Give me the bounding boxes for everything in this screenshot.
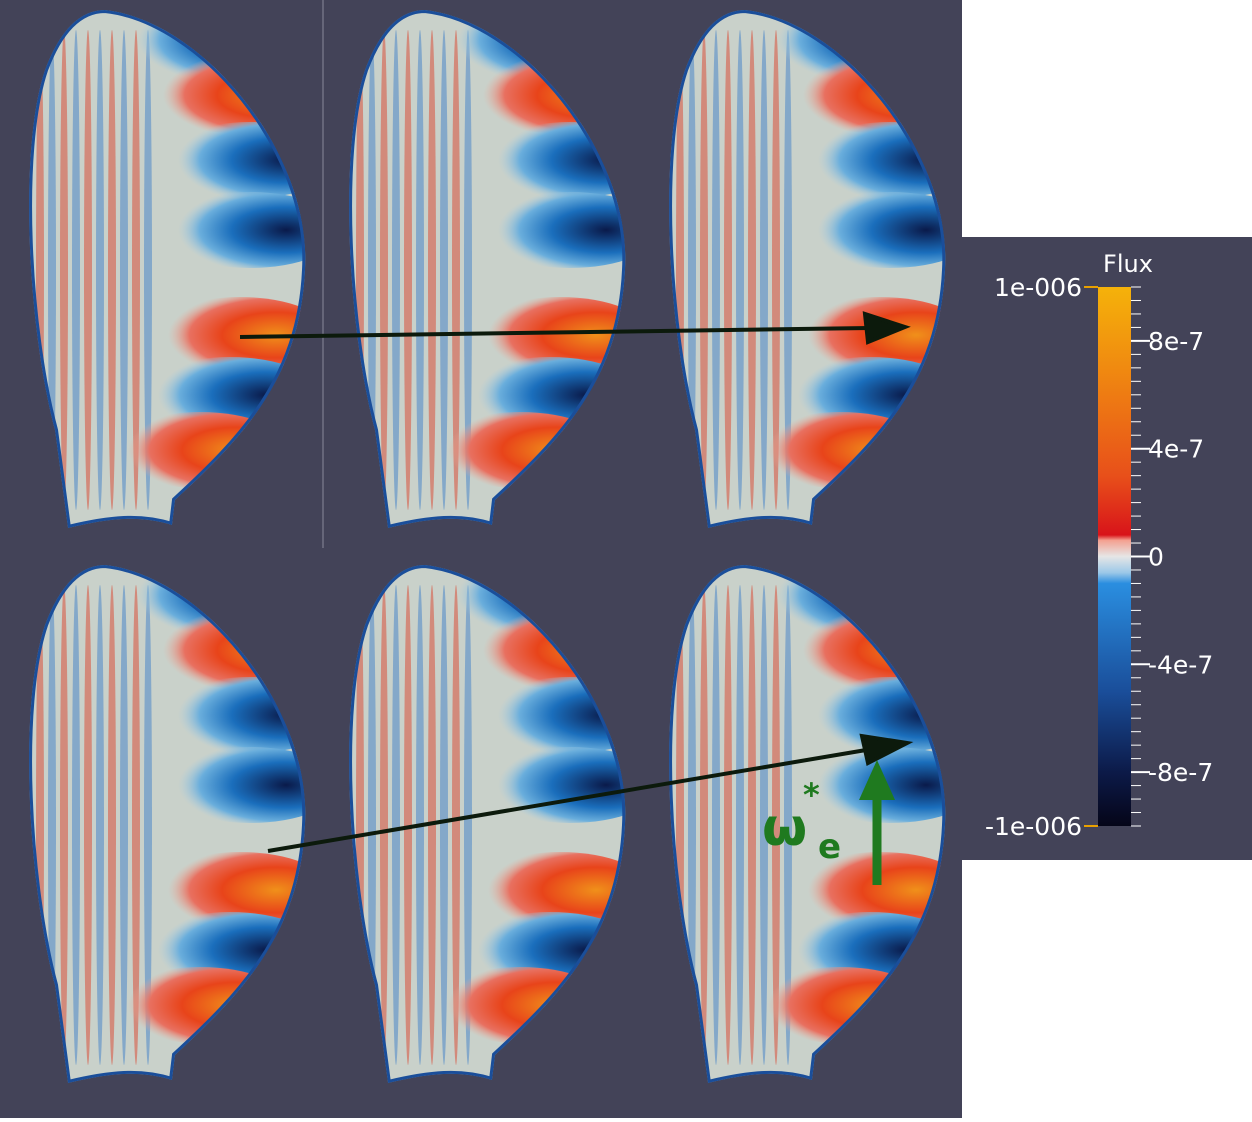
figure: ω * e Flux 1e-006 8e-7 4e-7 0 -4e-7 -8e-7 -1e-… [0, 0, 1252, 1118]
stripe [84, 585, 92, 1065]
stripe [96, 30, 104, 510]
stripe [72, 30, 80, 510]
stripe [60, 30, 68, 510]
stripe [700, 585, 708, 1065]
omega-symbol: ω [762, 798, 807, 858]
stripe [724, 30, 732, 510]
superscript: * [803, 776, 820, 814]
stripe [700, 30, 708, 510]
stripe [60, 585, 68, 1065]
stripe [380, 30, 388, 510]
stripe [380, 585, 388, 1065]
stripe [736, 30, 744, 510]
tick-label: 0 [1148, 543, 1164, 572]
subscript: e [818, 827, 841, 867]
stripe [392, 585, 400, 1065]
tick-label: -1e-006 [985, 812, 1082, 841]
stripe [724, 585, 732, 1065]
stripe [712, 30, 720, 510]
tick-label: 1e-006 [994, 273, 1082, 302]
stripe [404, 30, 412, 510]
stripe [416, 30, 424, 510]
stripe [96, 585, 104, 1065]
stripe [736, 585, 744, 1065]
tick-label: 8e-7 [1148, 327, 1204, 356]
stripe [392, 30, 400, 510]
tick-label: -8e-7 [1148, 758, 1213, 787]
tick-label: -4e-7 [1148, 650, 1213, 679]
stripe [712, 585, 720, 1065]
stripe [84, 30, 92, 510]
colorbar-title: Flux [1103, 250, 1153, 278]
tick-label: 4e-7 [1148, 435, 1204, 464]
stripe [72, 585, 80, 1065]
colorbar [1098, 287, 1131, 826]
